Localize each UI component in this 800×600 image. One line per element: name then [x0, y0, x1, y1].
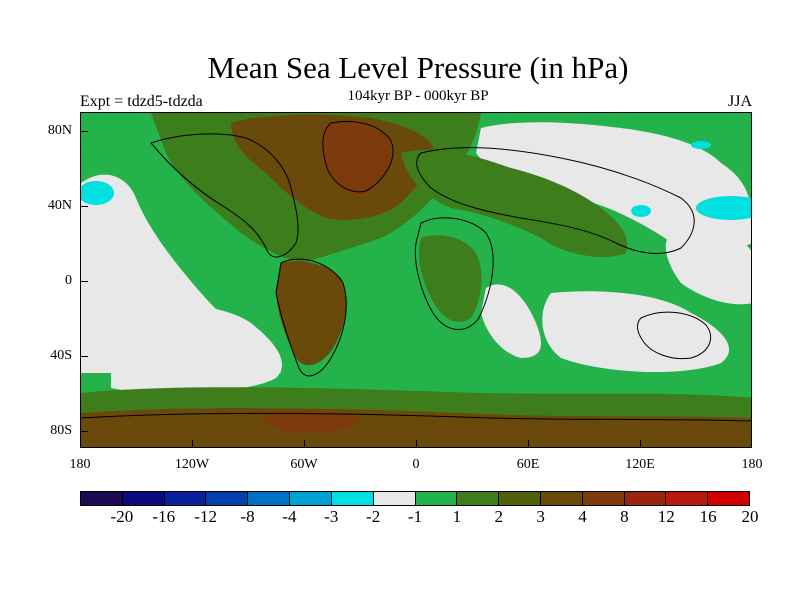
region-near-zero-south-pacific: [111, 304, 282, 394]
colorbar-swatch: [373, 492, 416, 505]
region-positive-antarctica: [81, 408, 751, 447]
chart-subtitle: 104kyr BP - 000kyr BP: [347, 88, 489, 104]
colorbar-label: -4: [282, 507, 297, 526]
region-negative-north-pacific-west: [81, 181, 114, 205]
colorbar-label: -3: [324, 507, 339, 526]
y-axis-label-0: 0: [65, 273, 72, 288]
region-near-zero-indian: [542, 291, 730, 373]
region-positive-eurasia: [401, 149, 628, 258]
colorbar-swatch: [708, 492, 749, 505]
colorbar-label: 16: [699, 507, 717, 526]
colorbar-swatch: [290, 492, 332, 505]
x-axis-label-180e: 180: [741, 457, 763, 472]
x-axis-label-120e: 120E: [625, 457, 655, 472]
colorbar-swatch: [457, 492, 500, 505]
region-near-zero-north-pacific-east: [476, 122, 751, 263]
colorbar-label: 2: [494, 507, 504, 526]
colorbar-swatch: [666, 492, 709, 505]
colorbar-swatch: [540, 492, 583, 505]
colorbar-label: 12: [657, 507, 675, 526]
region-negative-arctic-small: [691, 141, 711, 149]
colorbar-label: 8: [620, 507, 629, 526]
colorbar-swatch: [331, 492, 374, 505]
map-field: [81, 113, 751, 447]
x-axis-label-60e: 60E: [516, 457, 540, 472]
colorbar-label: 4: [578, 507, 587, 526]
region-near-zero-south-atlantic: [481, 284, 541, 358]
season-label: JJA: [727, 93, 752, 110]
colorbar-label: -1: [407, 507, 423, 526]
chart-title: Mean Sea Level Pressure (in hPa): [207, 50, 629, 85]
coastlines: [81, 120, 751, 422]
region-positive-south-america: [276, 261, 347, 366]
colorbar-swatch: [206, 492, 249, 505]
colorbar-swatch: [122, 492, 165, 505]
colorbar-swatch: [624, 492, 667, 505]
colorbar-swatch: [164, 492, 207, 505]
y-axis-label-80n: 80N: [47, 123, 72, 138]
region-negative-east-asia: [631, 205, 651, 217]
y-axis-label-40n: 40N: [47, 198, 72, 213]
region-positive-strong-greenland: [323, 121, 392, 195]
pressure-map: [80, 112, 752, 448]
colorbar-label: 3: [536, 507, 545, 526]
colorbar-label: -2: [366, 507, 381, 526]
colorbar-label: -8: [240, 507, 255, 526]
region-positive-africa: [419, 235, 482, 322]
x-axis-label-120w: 120W: [174, 457, 210, 472]
colorbar: [80, 491, 750, 506]
region-negative-north-pacific-east: [696, 196, 751, 220]
colorbar-label: -20: [110, 507, 134, 526]
x-axis-label-180w: 180: [69, 457, 91, 472]
experiment-label: Expt = tdzd5-tdzda: [80, 93, 203, 110]
colorbar-swatch: [248, 492, 291, 505]
colorbar-label: 1: [452, 507, 462, 526]
colorbar-label: -12: [194, 507, 217, 526]
region-positive-strong-antarctica: [261, 410, 361, 433]
colorbar-swatch: [582, 492, 625, 505]
x-axis-label-60w: 60W: [290, 457, 318, 472]
y-axis-label-40s: 40S: [50, 348, 72, 363]
colorbar-swatch: [499, 492, 541, 505]
x-axis-label-0: 0: [412, 457, 420, 472]
colorbar-swatch: [415, 492, 458, 505]
y-axis-label-80s: 80S: [50, 423, 72, 438]
colorbar-label: -16: [152, 507, 176, 526]
colorbar-label: 20: [741, 507, 759, 526]
colorbar-swatch: [81, 492, 123, 505]
region-near-zero-pacific-east-tropics: [665, 229, 751, 305]
